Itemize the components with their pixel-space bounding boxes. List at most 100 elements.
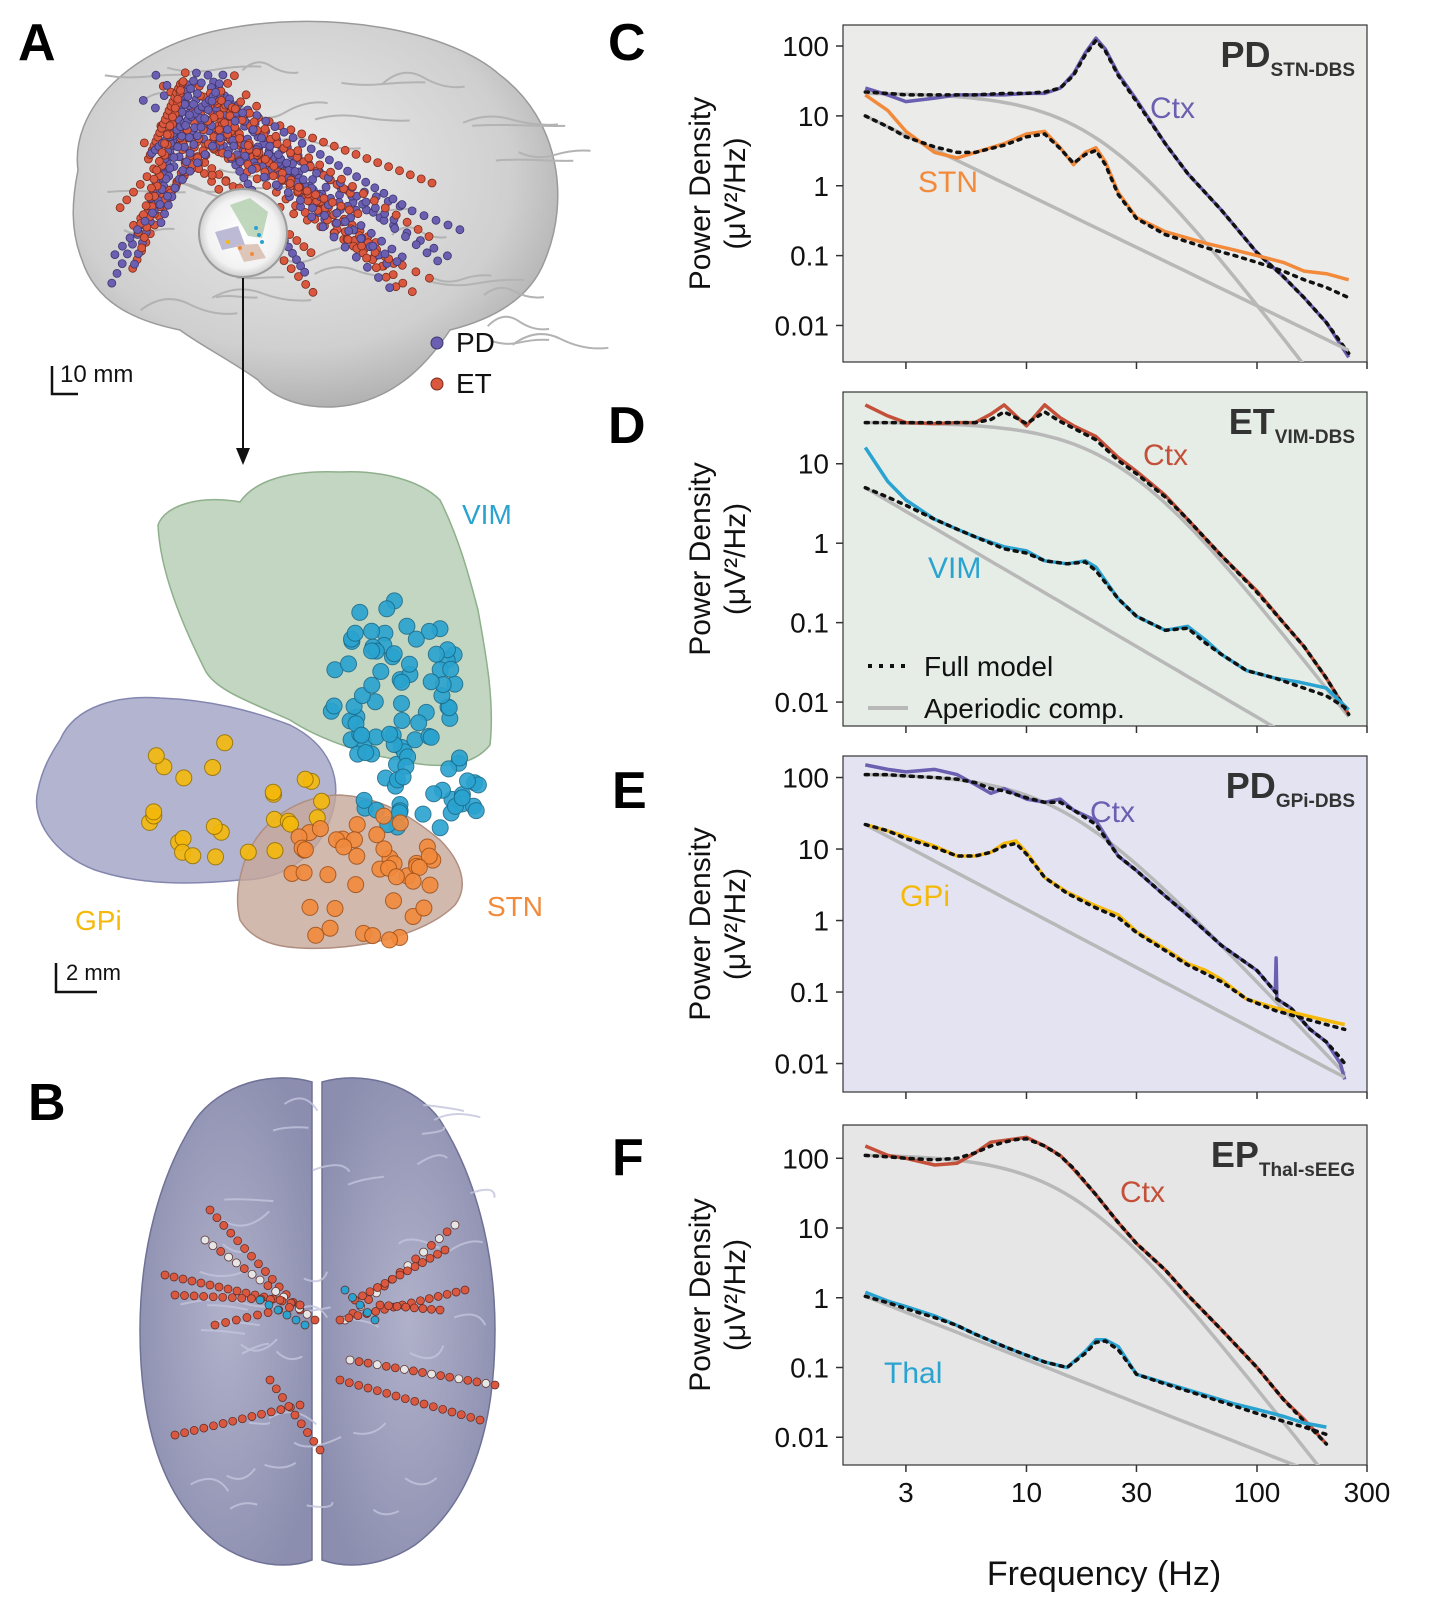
electrode-contact xyxy=(223,79,233,88)
structure-contact xyxy=(442,660,460,678)
electrode-contact xyxy=(300,164,309,173)
seeg-contact xyxy=(170,1290,180,1300)
seeg-contact xyxy=(200,1235,210,1245)
electrode-contact xyxy=(151,70,161,80)
electrode-contact xyxy=(155,200,165,209)
panel-f-label: F xyxy=(612,1129,644,1187)
electrode-contact xyxy=(229,141,239,151)
electrode-contact xyxy=(203,105,213,115)
electrode-contact xyxy=(424,232,434,241)
electrode-contact xyxy=(302,186,312,196)
electrode-contact xyxy=(180,68,190,78)
electrode-contact xyxy=(169,153,179,162)
structure-contact xyxy=(347,876,365,894)
seeg-contact xyxy=(160,1270,170,1280)
electrode-contact xyxy=(173,94,183,104)
y-tick-label: 10 xyxy=(798,449,829,480)
seeg-contact xyxy=(169,1272,179,1282)
structure-contact xyxy=(378,600,396,618)
electrode-contact xyxy=(149,174,159,184)
panel-b-label: B xyxy=(28,1074,66,1132)
electrode-contact xyxy=(214,184,224,194)
electrode-contact xyxy=(422,248,432,258)
seeg-contact xyxy=(419,1399,429,1409)
model-line-ctx xyxy=(863,37,1351,356)
electrode-contact xyxy=(115,203,125,213)
electrode-contact xyxy=(268,171,278,181)
electrode-contact xyxy=(216,96,226,105)
seeg-contact xyxy=(340,1285,350,1295)
seeg-contact xyxy=(410,1262,420,1272)
structure-contact xyxy=(431,819,449,837)
seeg-contact xyxy=(214,1282,224,1292)
electrode-contact xyxy=(369,196,379,206)
seeg-contact xyxy=(284,1401,294,1411)
electrode-contact xyxy=(271,131,281,141)
y-tick-label: 1 xyxy=(813,906,829,937)
seeg-contact xyxy=(199,1292,208,1301)
electrode-contact xyxy=(259,172,269,182)
electrode-contact xyxy=(112,268,122,278)
electrode-contact xyxy=(165,121,175,131)
seeg-contact xyxy=(363,1383,373,1393)
electrode-contact xyxy=(203,70,213,80)
electrode-contact xyxy=(297,138,307,148)
seeg-contact xyxy=(302,1309,312,1319)
structure-contact xyxy=(407,630,425,648)
structure-contact xyxy=(420,847,438,865)
electrode-contact xyxy=(381,272,391,282)
electrode-contact xyxy=(353,209,363,219)
series-label-vim: VIM xyxy=(928,552,981,585)
seeg-contact xyxy=(380,1278,390,1288)
y-tick-label: 100 xyxy=(782,31,829,62)
y-tick-label: 1 xyxy=(813,171,829,202)
seeg-contact xyxy=(490,1380,500,1390)
electrode-contact xyxy=(455,225,465,235)
electrode-contact xyxy=(352,172,362,182)
electrode-contact xyxy=(260,124,270,134)
electrode-contact xyxy=(156,218,166,228)
seeg-contact xyxy=(247,1294,256,1303)
electrode-contact xyxy=(388,194,398,204)
electrode-contact xyxy=(189,99,198,109)
seeg-contact xyxy=(255,1275,265,1285)
structure-contact xyxy=(207,848,224,866)
seeg-contact xyxy=(218,1419,228,1428)
electrode-contact xyxy=(379,188,389,198)
seeg-contact xyxy=(178,1274,188,1284)
model-line-gpi xyxy=(863,822,1347,1032)
seeg-contact xyxy=(418,1304,428,1313)
electrode-contact xyxy=(200,150,210,159)
structure-contact xyxy=(363,676,381,694)
electrode-contact xyxy=(385,283,395,293)
structure-contact xyxy=(415,899,433,917)
x-axis-label: Frequency (Hz) xyxy=(987,1555,1221,1593)
seeg-contact xyxy=(219,1221,229,1230)
seeg-contact xyxy=(372,1386,382,1396)
electrode-contact xyxy=(424,273,434,283)
seeg-contact xyxy=(370,1315,380,1325)
electrode-contact xyxy=(189,76,198,86)
electrode-contact xyxy=(401,232,410,242)
structure-contact xyxy=(387,868,405,886)
structure-contact xyxy=(422,728,440,746)
axial-brain xyxy=(139,1077,500,1566)
scale-bar-top-label: 10 mm xyxy=(60,361,133,388)
seeg-contact xyxy=(433,1292,443,1301)
panel-title-main: ET xyxy=(1229,401,1275,442)
seeg-contact xyxy=(435,1305,445,1315)
electrode-contact xyxy=(387,244,397,254)
electrode-contact xyxy=(297,129,307,139)
electrode-contact xyxy=(173,142,183,152)
structure-contact xyxy=(353,726,371,744)
electrode-contact xyxy=(289,209,299,219)
series-label-ctx: Ctx xyxy=(1120,1176,1165,1209)
electrode-contact xyxy=(308,133,318,143)
electrode-contact xyxy=(236,97,246,107)
right-hemisphere xyxy=(321,1077,496,1566)
seeg-contact xyxy=(409,1303,419,1313)
structure-contact xyxy=(346,624,364,642)
structure-contact xyxy=(440,760,458,778)
electrode-contact xyxy=(320,211,330,220)
electrode-contact xyxy=(160,209,170,219)
